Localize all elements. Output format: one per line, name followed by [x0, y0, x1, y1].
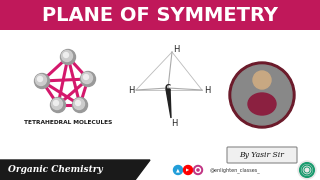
Circle shape [73, 98, 87, 112]
Circle shape [81, 71, 95, 87]
Circle shape [84, 75, 89, 80]
Circle shape [229, 62, 295, 128]
Text: H: H [171, 118, 177, 127]
Circle shape [76, 100, 81, 105]
Circle shape [60, 50, 76, 64]
Text: Organic Chemistry: Organic Chemistry [8, 165, 103, 174]
Text: C: C [165, 84, 171, 93]
Text: H: H [173, 44, 179, 53]
Circle shape [35, 73, 50, 89]
Circle shape [232, 65, 292, 125]
Text: PLANE OF SYMMETRY: PLANE OF SYMMETRY [42, 6, 278, 24]
Circle shape [51, 98, 66, 112]
Circle shape [183, 165, 193, 174]
Bar [0, 0, 320, 30]
Circle shape [82, 73, 92, 84]
Circle shape [52, 98, 62, 109]
Circle shape [36, 75, 46, 86]
Polygon shape [166, 89, 171, 118]
Text: ▲: ▲ [176, 168, 180, 172]
Text: H: H [204, 86, 210, 94]
Text: @enlighten_classes_: @enlighten_classes_ [210, 167, 261, 173]
Circle shape [173, 165, 182, 174]
Text: H: H [128, 86, 134, 94]
Text: ▶: ▶ [187, 168, 189, 172]
Circle shape [74, 98, 84, 109]
Circle shape [53, 100, 59, 105]
Circle shape [194, 165, 203, 174]
Circle shape [37, 76, 43, 82]
Circle shape [298, 161, 316, 179]
Text: TETRAHEDRAL MOLECULES: TETRAHEDRAL MOLECULES [24, 120, 112, 125]
Text: By Yasir Sir: By Yasir Sir [240, 151, 284, 159]
Circle shape [253, 71, 271, 89]
Polygon shape [0, 160, 150, 180]
FancyBboxPatch shape [227, 147, 297, 163]
Circle shape [61, 51, 73, 62]
Circle shape [63, 53, 68, 57]
Ellipse shape [248, 93, 276, 115]
